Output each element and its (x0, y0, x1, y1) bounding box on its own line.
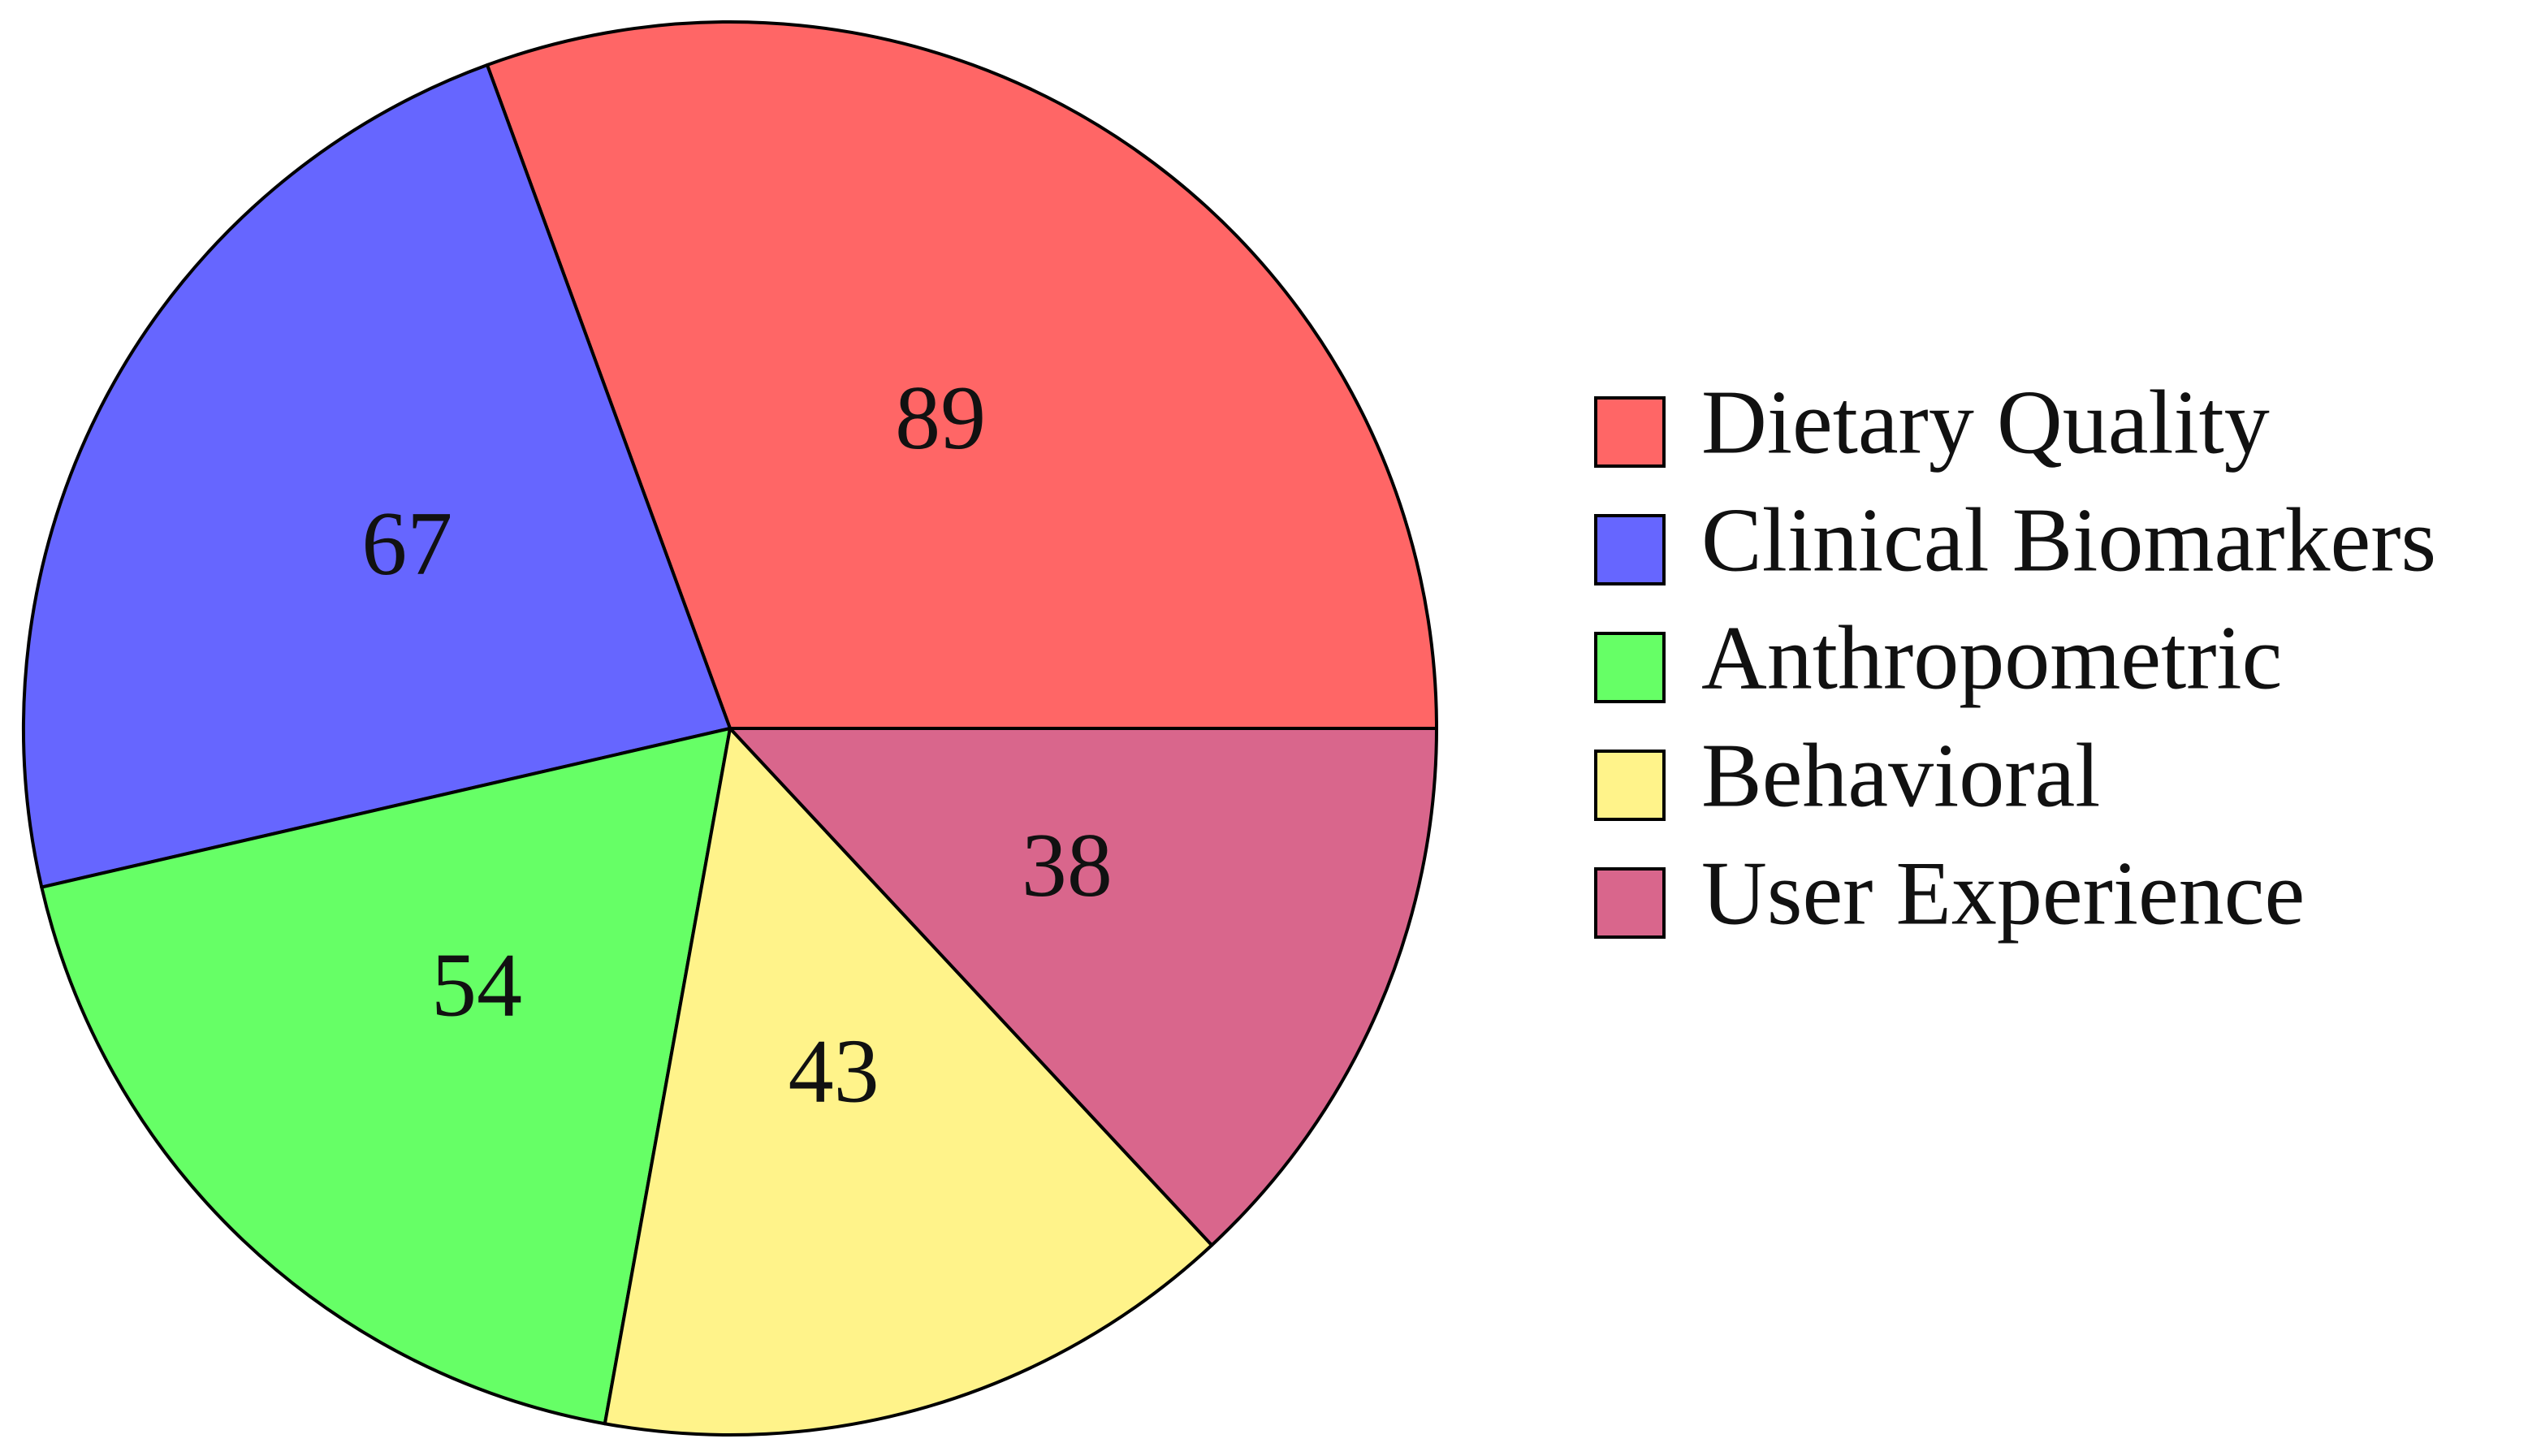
slice-label: 54 (431, 935, 522, 1035)
legend-swatch (1594, 396, 1666, 468)
legend-label: Clinical Biomarkers (1701, 490, 2436, 591)
pie-slice (603, 727, 1214, 1437)
legend-swatch (1594, 632, 1666, 703)
legend-swatch (1594, 750, 1666, 821)
legend-swatch (1594, 867, 1666, 939)
legend-swatch (1594, 514, 1666, 585)
legend-label: Anthropometric (1701, 608, 2282, 709)
slice-label: 43 (789, 1022, 879, 1122)
legend-label: User Experience (1701, 844, 2305, 944)
slice-label: 67 (361, 494, 452, 594)
pie-slice (485, 20, 1438, 730)
pie-slice (728, 727, 1438, 1247)
slice-label: 89 (895, 368, 986, 469)
pie-slice (22, 63, 732, 889)
slice-label: 38 (1022, 815, 1113, 916)
pie-slice (40, 727, 732, 1426)
legend-label: Dietary Quality (1701, 373, 2270, 473)
legend-label: Behavioral (1701, 726, 2100, 827)
